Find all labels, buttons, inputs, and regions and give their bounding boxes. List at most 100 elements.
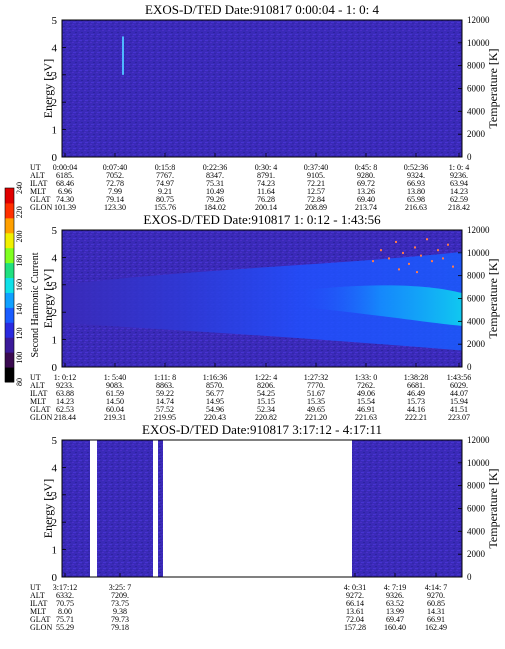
orbit-cell: 66.93 [407,179,425,188]
y2-tick-label: 10000 [467,458,490,468]
orbit-row-label: ALT [30,591,45,600]
colorbar-segment [5,322,14,338]
orbit-cell: 69.72 [357,179,375,188]
orbit-cell: 72.78 [106,179,124,188]
colorbar-segment [5,202,14,219]
scatter-speck [437,249,439,252]
orbit-cell: 6029. [450,381,468,390]
orbit-cell: 0:22:36 [203,163,227,172]
orbit-cell: 0:15:8 [155,163,175,172]
colorbar-tick-label: 140 [15,303,24,315]
orbit-cell: 49.06 [357,389,375,398]
orbit-cell: 6.96 [58,187,72,196]
orbit-cell: 62.59 [450,195,468,204]
orbit-cell: 123.30 [104,203,126,212]
y-axis-label: Energy [eV] [41,59,55,118]
orbit-cell: 79.73 [111,615,129,624]
colorbar-segment [5,352,14,368]
orbit-cell: 213.74 [355,203,377,212]
orbit-cell: 218.44 [54,413,76,422]
orbit-cell: 220.82 [255,413,277,422]
y2-axis-label: Temperature [K] [486,258,500,338]
orbit-cell: 216.63 [405,203,427,212]
orbit-cell: 218.42 [448,203,470,212]
orbit-cell: 9233. [56,381,74,390]
orbit-cell: 55.29 [56,623,74,632]
orbit-cell: 0:30: 4 [255,163,277,172]
y-tick-label: 3 [52,490,58,502]
orbit-cell: 6332. [56,591,74,600]
orbit-cell: 69.47 [386,615,404,624]
scatter-speck [420,254,422,257]
orbit-cell: 1: 5:40 [104,373,126,382]
y2-tick-label: 2000 [467,129,486,139]
ion-band [62,251,462,351]
orbit-cell: 79.18 [111,623,129,632]
orbit-cell: 219.95 [154,413,176,422]
orbit-row-label: MLT [30,397,46,406]
scatter-speck [431,260,433,263]
orbit-cell: 7770. [307,381,325,390]
orbit-cell: 15.54 [357,397,375,406]
spectrogram-segment [62,440,90,577]
y-tick-label: 0 [52,152,58,164]
orbit-cell: 44.16 [407,405,425,414]
orbit-cell: 220.43 [204,413,226,422]
orbit-cell: 76.28 [257,195,275,204]
y-tick-label: 5 [52,435,58,447]
orbit-cell: 101.39 [54,203,76,212]
orbit-cell: 79.26 [206,195,224,204]
orbit-cell: 7052. [106,171,124,180]
orbit-cell: 7262. [357,381,375,390]
orbit-cell: 70.75 [56,599,74,608]
y2-tick-label: 6000 [467,84,486,94]
orbit-cell: 14.23 [56,397,74,406]
spectrogram-segment [158,440,163,577]
y-tick-label: 4 [52,462,58,474]
colorbar-label: Second Harmonic Current [30,252,41,357]
y2-tick-label: 4000 [467,526,486,536]
orbit-cell: 60.85 [427,599,445,608]
orbit-cell: 61.59 [106,389,124,398]
scatter-speck [426,238,428,241]
orbit-cell: 9270. [427,591,445,600]
orbit-row-label: ILAT [30,599,47,608]
y2-tick-label: 12000 [467,225,490,235]
panel-title: EXOS-D/TED Date:910817 3:17:12 - 4:17:11 [142,422,382,437]
orbit-row-label: GLON [30,413,52,422]
orbit-cell: 8570. [206,381,224,390]
orbit-cell: 0:00:04 [53,163,77,172]
orbit-cell: 13.61 [346,607,364,616]
y-tick-label: 5 [52,15,58,27]
y2-tick-label: 12000 [467,15,490,25]
orbit-cell: 75.31 [206,179,224,188]
orbit-cell: 8863. [156,381,174,390]
orbit-cell: 15.15 [257,397,275,406]
orbit-cell: 13.80 [407,187,425,196]
y-axis-label: Energy [eV] [41,269,55,328]
orbit-cell: 15.35 [307,397,325,406]
orbit-cell: 9272. [346,591,364,600]
ion-band-core [300,285,462,326]
y2-tick-label: 0 [467,152,472,162]
y2-tick-label: 12000 [467,435,490,445]
orbit-cell: 8347. [206,171,224,180]
orbit-cell: 63.88 [56,389,74,398]
orbit-cell: 72.04 [346,615,364,624]
colorbar-segment [5,307,14,323]
scatter-speck [447,243,449,246]
spectrogram-panel-3: EXOS-D/TED Date:910817 3:17:12 - 4:17:11… [30,422,500,632]
scatter-speck [395,240,397,243]
scatter-speck [416,271,418,274]
y-tick-label: 3 [52,280,58,292]
orbit-cell: 8206. [257,381,275,390]
colorbar-tick-label: 100 [15,352,24,364]
orbit-cell: 1: 0:12 [54,373,76,382]
y-tick-label: 0 [52,572,58,584]
orbit-cell: 9105. [307,171,325,180]
y-axis-label: Energy [eV] [41,479,55,538]
orbit-cell: 3:17:12 [53,583,77,592]
y-tick-label: 0 [52,362,58,374]
orbit-cell: 44.07 [450,389,468,398]
